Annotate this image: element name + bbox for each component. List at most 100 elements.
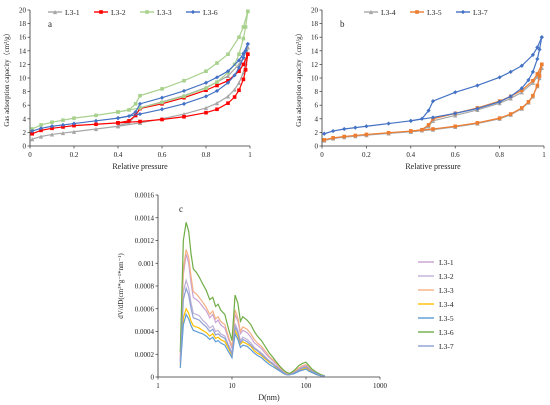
panel-a-y-tick-label: 10 — [19, 75, 27, 83]
series-L3-4-desorption-point — [430, 118, 436, 123]
series-L3-6-adsorption-point — [60, 122, 66, 128]
series-L3-3-line — [179, 249, 325, 377]
panel-a-y-tick-label: 20 — [19, 7, 27, 15]
series-L3-2-adsorption-point — [182, 114, 186, 119]
legend-L3-1-label: L3-1 — [65, 8, 80, 17]
series-L3-5-adsorption-point — [364, 132, 369, 137]
panel-b-series — [322, 35, 544, 143]
panel-b-legend: L3-4 L3-5 L3-7 — [364, 8, 488, 17]
legend-L3-4-marker — [368, 9, 374, 15]
series-L3-7-adsorption-point — [508, 94, 513, 99]
legend-L3-7-label: L3-7 — [473, 8, 488, 17]
series-L3-3-adsorption-point — [138, 106, 142, 110]
legend-L3-5-marker — [415, 10, 419, 14]
series-L3-6-desorption-point — [214, 75, 220, 80]
series-L3-7-adsorption-point — [530, 69, 535, 74]
series-L3-3-adsorption-point — [50, 120, 54, 124]
series-L3-6-adsorption-point — [159, 107, 165, 112]
series-L3-7-adsorption-point — [364, 124, 369, 129]
legend-L3-1-marker — [52, 9, 58, 15]
series-L3-5-adsorption-point — [331, 136, 335, 140]
panel-c-x-tick-label: 100 — [301, 382, 312, 390]
series-L3-2-adsorption-line — [31, 54, 249, 135]
series-L3-1-adsorption-point — [60, 130, 66, 136]
series-L3-3-desorption-point — [127, 108, 131, 112]
panel-b-y-tick-label: 14 — [311, 47, 319, 55]
series-L3-6-desorption-point — [203, 80, 209, 85]
legend-L3-6-label: L3-6 — [203, 8, 218, 17]
legend-L3-2-marker — [99, 10, 103, 14]
series-L3-2-adsorption-point — [204, 110, 208, 115]
series-L3-1-adsorption-point — [214, 101, 220, 106]
panel-c-y-tick-label: 0.0014 — [135, 214, 155, 222]
series-L3-2-adsorption-point — [215, 107, 219, 112]
legend-L3-2-label: L3-2 — [111, 8, 126, 17]
legend-L3-4-label: L3-4 — [381, 8, 396, 17]
series-L3-7-desorption-point — [426, 108, 431, 113]
legend-L3-4-label: L3-4 — [439, 300, 454, 309]
series-L3-6-line — [179, 222, 326, 377]
series-L3-5-desorption-point — [531, 78, 535, 83]
series-L3-1-adsorption-point — [38, 134, 44, 139]
series-L3-7-desorption-point — [508, 69, 513, 74]
series-L3-5-adsorption-point — [342, 134, 346, 139]
series-L3-3-adsorption-point — [94, 113, 98, 118]
panel-b-ylabel: Gas adsorption capacity（cm³/g） — [295, 29, 303, 126]
series-L3-6-adsorption-point — [232, 73, 237, 78]
series-L3-2-desorption-point — [204, 88, 208, 93]
series-L3-5-adsorption-point — [535, 83, 540, 88]
series-L3-3-adsorption-point — [243, 25, 248, 29]
series-L3-7-adsorption-point — [331, 128, 336, 134]
panel-c-xlabel: D(nm) — [258, 393, 280, 402]
series-L3-6-desorption-point — [159, 95, 165, 100]
panel-c-x-tick-label: 1000 — [373, 382, 388, 390]
series-L3-7-adsorption-point — [526, 77, 531, 83]
panel-b-y-tick-label: 4 — [315, 115, 319, 123]
series-L3-3-adsorption-point — [182, 94, 186, 99]
panel-c-pore-distribution-chart: c D(nm) dV/dD(cm³*g⁻¹*nm⁻¹) 1 10 100 1000 0 0… — [117, 192, 454, 403]
series-L3-7-desorption-point — [475, 83, 480, 88]
series-L3-3-desorption-point — [160, 87, 164, 91]
panel-c-x-tick-label: 10 — [229, 382, 237, 390]
panel-a-y-tick-label: 12 — [19, 61, 27, 69]
series-L3-5-adsorption-point — [497, 116, 502, 120]
series-L3-2-desorption-point — [237, 69, 241, 73]
panel-b-y-tick-label: 0 — [315, 143, 319, 151]
series-L3-5-desorption-point — [420, 127, 424, 132]
legend-L3-5-label: L3-5 — [439, 314, 454, 323]
series-L3-2-adsorption-point — [138, 119, 142, 124]
panel-a-x-tick-label: 0.8 — [202, 151, 211, 159]
series-L3-5-adsorption-point — [508, 112, 513, 116]
panel-b-x-tick-label: 0.2 — [362, 151, 371, 159]
panel-c-y-tick-label: 0.0008 — [135, 283, 155, 291]
series-L3-4-desorption-point — [530, 80, 535, 85]
series-L3-6-desorption-point — [236, 58, 242, 63]
panel-b-y-tick-label: 6 — [315, 102, 319, 110]
series-L3-7-desorption-point — [419, 116, 424, 121]
series-L3-2-adsorption-point — [226, 101, 230, 105]
series-L3-7-adsorption-point — [430, 115, 436, 120]
panel-b-y-tick-label: 8 — [315, 88, 319, 96]
series-L3-2-desorption-point — [116, 121, 120, 125]
series-L3-7-adsorption-point — [537, 47, 542, 52]
series-L3-3-adsorption-point — [237, 52, 241, 56]
series-L3-7-adsorption-point — [535, 56, 540, 62]
series-L3-6-desorption-point — [245, 41, 250, 47]
panel-a-y-tick-label: 14 — [19, 47, 27, 55]
series-L3-3-desorption-point — [133, 102, 138, 106]
panel-b-label: b — [340, 19, 345, 29]
legend-L3-1-label: L3-1 — [439, 258, 454, 267]
panel-a-x-tick-label: 0.4 — [114, 151, 123, 159]
legend-L3-2-label: L3-2 — [439, 272, 454, 281]
panel-c-y-tick-label: 0.0012 — [135, 237, 155, 245]
series-L3-6-desorption-point — [225, 69, 231, 74]
series-L3-2-desorption-point — [215, 83, 219, 88]
panel-c-legend: L3-1 L3-2 L3-3 L3-4 L3-5 L3-6 L3-7 — [418, 258, 454, 351]
series-L3-3-desorption-point — [116, 110, 120, 114]
panel-c-y-tick-label: 0 — [151, 374, 155, 382]
series-L3-5-desorption-point — [539, 62, 544, 67]
panel-b-y-tick-label: 12 — [311, 61, 319, 69]
series-L3-6-adsorption-point — [214, 88, 220, 94]
